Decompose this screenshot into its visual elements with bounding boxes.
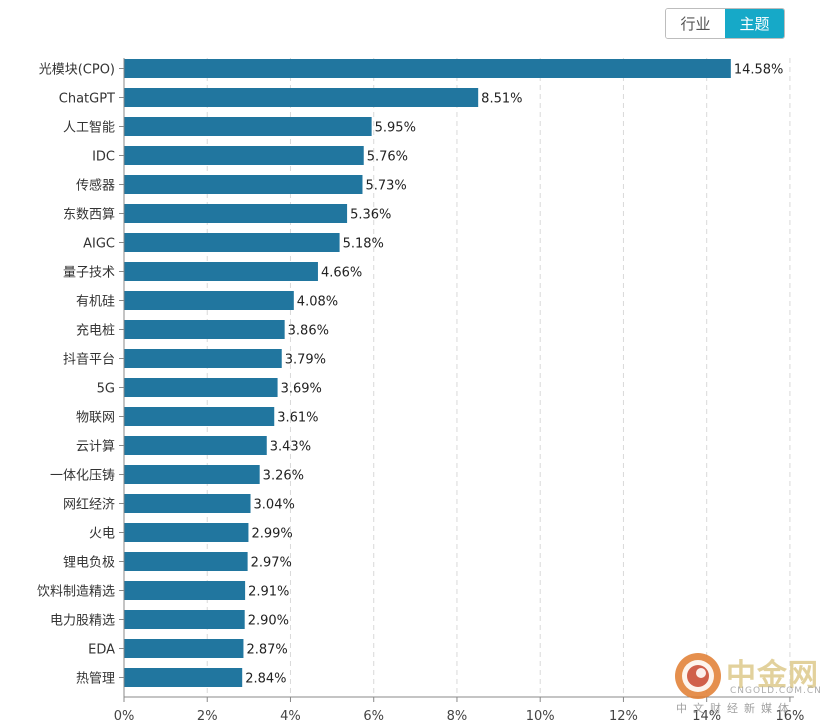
bar: [124, 465, 260, 484]
data-label: 5.36%: [350, 208, 391, 223]
category-label: IDC: [92, 150, 115, 165]
bar: [124, 233, 340, 252]
category-label: 火电: [89, 527, 115, 542]
data-label: 4.08%: [297, 295, 338, 310]
category-label: 量子技术: [63, 266, 115, 281]
x-tick-label: 2%: [197, 709, 218, 724]
bar: [124, 378, 278, 397]
data-label: 2.87%: [246, 643, 287, 658]
category-label: 锂电负极: [63, 556, 115, 571]
data-label: 3.79%: [285, 353, 326, 368]
x-tick-label: 14%: [692, 709, 721, 724]
x-tick-label: 8%: [447, 709, 468, 724]
data-label: 5.18%: [343, 237, 384, 252]
cngold-watermark: 中金网 CNGOLD.COM.CN 中文财经新媒体: [672, 648, 827, 718]
watermark-domain: CNGOLD.COM.CN: [730, 686, 822, 696]
bar: [124, 494, 251, 513]
data-label: 5.95%: [375, 121, 416, 136]
data-label: 14.58%: [734, 63, 784, 78]
data-label: 5.73%: [365, 179, 406, 194]
bar: [124, 146, 364, 165]
category-label: 物联网: [76, 411, 115, 426]
bar: [124, 639, 244, 658]
watermark-name: 中金网: [726, 658, 819, 693]
data-label: 5.76%: [367, 150, 408, 165]
bar: [124, 204, 348, 223]
cngold-logo-icon: [675, 653, 721, 699]
category-label: AIGC: [83, 237, 115, 252]
data-label: 3.69%: [281, 382, 322, 397]
category-label: ChatGPT: [59, 92, 115, 107]
category-label: 5G: [97, 382, 115, 397]
bar: [124, 175, 363, 194]
industry-tab[interactable]: 行业: [666, 9, 725, 38]
bar: [124, 291, 294, 310]
category-label: 电力股精选: [50, 614, 115, 629]
data-label: 3.86%: [288, 324, 329, 339]
data-label: 2.97%: [251, 556, 292, 571]
bar: [124, 59, 731, 78]
x-tick-label: 16%: [775, 709, 804, 724]
x-tick-label: 0%: [114, 709, 135, 724]
bar: [124, 581, 246, 600]
data-label: 3.61%: [277, 411, 318, 426]
category-label: 有机硅: [76, 295, 115, 310]
data-label: 2.91%: [248, 585, 289, 600]
bar: [124, 117, 372, 136]
bar: [124, 262, 318, 281]
bar: [124, 349, 282, 368]
bar: [124, 523, 249, 542]
data-label: 2.84%: [245, 672, 286, 687]
bar: [124, 407, 275, 426]
category-label: 网红经济: [63, 497, 115, 513]
category-label: 东数西算: [63, 208, 115, 223]
bar: [124, 88, 479, 107]
data-label: 3.43%: [270, 440, 311, 455]
bar: [124, 668, 243, 687]
data-label: 8.51%: [481, 92, 522, 107]
category-label: 一体化压铸: [50, 468, 115, 484]
data-label: 2.90%: [248, 614, 289, 629]
category-label: 充电桩: [76, 323, 115, 339]
x-tick-label: 6%: [363, 709, 384, 724]
bar: [124, 320, 285, 339]
industry-theme-toggle: 行业 主题: [665, 8, 785, 39]
x-tick-label: 4%: [280, 709, 301, 724]
category-label: 饮料制造精选: [37, 585, 115, 600]
watermark-tagline: 中文财经新媒体: [676, 702, 795, 715]
category-label: 抖音平台: [63, 352, 115, 368]
data-label: 3.26%: [263, 469, 304, 484]
data-label: 4.66%: [321, 266, 362, 281]
x-tick-label: 10%: [526, 709, 555, 724]
bar: [124, 610, 245, 629]
bar: [124, 552, 248, 571]
x-tick-label: 12%: [609, 709, 638, 724]
category-label: 云计算: [76, 440, 115, 455]
bar: [124, 436, 267, 455]
category-label: 传感器: [76, 178, 115, 194]
category-label: 热管理: [76, 672, 115, 687]
category-label: 光模块(CPO): [39, 63, 115, 78]
category-label: EDA: [88, 643, 115, 658]
data-label: 2.99%: [251, 527, 292, 542]
category-label: 人工智能: [63, 121, 115, 136]
theme-tab[interactable]: 主题: [725, 9, 784, 38]
data-label: 3.04%: [254, 498, 295, 513]
